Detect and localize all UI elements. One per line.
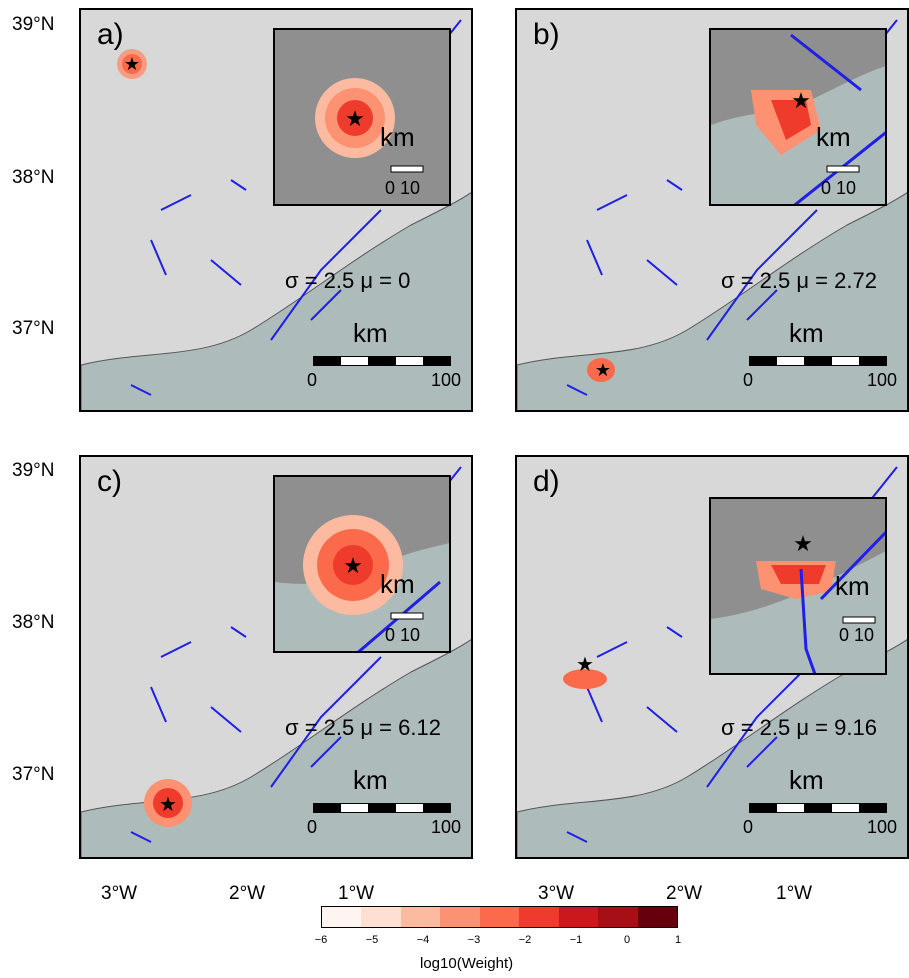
scale-start: 0 (307, 370, 318, 390)
colorbar-swatch (322, 907, 362, 927)
colorbar-swatch (400, 907, 441, 927)
scale-end: 100 (431, 370, 462, 390)
star-icon: ★ (791, 88, 811, 113)
lon-label-1w-left: 1°W (338, 883, 375, 904)
param-text: σ = 2.5 μ = 9.16 (721, 715, 877, 740)
inset-map: ★ km 0 10 (709, 28, 887, 206)
panel-label: c) (97, 465, 122, 498)
scale-unit: km (789, 318, 824, 348)
panel-label: b) (533, 18, 560, 51)
lon-label-3w-right: 3°W (538, 883, 575, 904)
inset-map: ★ km 0 10 (273, 28, 451, 206)
lat-label-37-bottom: 37°N (12, 764, 55, 785)
panel-label: d) (533, 465, 560, 498)
colorbar-tick-label: −2 (518, 934, 532, 946)
scale-bar (313, 803, 451, 813)
lon-label-2w-right: 2°W (666, 883, 703, 904)
star-icon: ★ (345, 106, 365, 131)
star-icon: ★ (159, 794, 177, 816)
inset-scale-unit: km (380, 569, 415, 599)
inset-map: ★ km 0 10 (273, 475, 451, 653)
colorbar-swatch (479, 907, 520, 927)
scale-bar (749, 803, 887, 813)
colorbar-swatch (361, 907, 401, 927)
map-panel-c: ★ c) ★ km 0 10 σ = 2.5 μ = 6.12 km 0 100 (79, 455, 473, 859)
star-icon: ★ (793, 531, 813, 556)
panel-label: a) (97, 18, 124, 51)
star-icon: ★ (343, 553, 363, 578)
scale-start: 0 (743, 817, 754, 837)
star-icon: ★ (576, 654, 594, 676)
scale-end: 100 (867, 817, 898, 837)
lat-label-39-top: 39°N (12, 14, 55, 35)
colorbar-tick-label: −4 (416, 934, 430, 946)
map-panel-a: ★ a) ★ km 0 10 σ = 2.5 μ = 0 km 0 100 (79, 8, 473, 412)
scale-unit: km (353, 318, 388, 348)
colorbar-tick-label: −3 (467, 934, 481, 946)
colorbar-tick-label: −5 (365, 934, 379, 946)
param-text: σ = 2.5 μ = 6.12 (285, 715, 441, 740)
inset-map: ★ km 0 10 (709, 497, 887, 675)
scale-start: 0 (743, 370, 754, 390)
colorbar-tick-label: 0 (623, 934, 631, 946)
inset-scale-unit: km (380, 122, 415, 152)
lat-label-37-top: 37°N (12, 318, 55, 339)
param-text: σ = 2.5 μ = 2.72 (721, 268, 877, 293)
colorbar-swatch (598, 907, 638, 927)
colorbar (321, 906, 678, 928)
lat-label-39-bottom: 39°N (12, 460, 55, 481)
inset-scale-ticks: 0 10 (839, 625, 875, 645)
inset-scale-unit: km (816, 122, 851, 152)
inset-scale-ticks: 0 10 (385, 625, 421, 645)
colorbar-tick-label: −1 (569, 934, 583, 946)
inset-scale-ticks: 0 10 (385, 178, 421, 198)
lat-label-38-top: 38°N (12, 167, 55, 188)
star-icon: ★ (595, 360, 611, 380)
colorbar-tick-label: −6 (314, 934, 328, 946)
lon-label-2w-left: 2°W (229, 883, 266, 904)
colorbar-swatch (637, 907, 677, 927)
scale-end: 100 (867, 370, 898, 390)
scale-unit: km (353, 765, 388, 795)
map-panel-b: ★ b) ★ km 0 10 σ = 2.5 μ = 2.72 km 0 100 (515, 8, 909, 412)
inset-scale-ticks: 0 10 (821, 178, 857, 198)
param-text: σ = 2.5 μ = 0 (285, 268, 411, 293)
colorbar-tick-label: 1 (674, 934, 682, 946)
scale-end: 100 (431, 817, 462, 837)
lat-label-38-bottom: 38°N (12, 612, 55, 633)
star-icon: ★ (124, 54, 140, 74)
scale-unit: km (789, 765, 824, 795)
scale-bar (749, 356, 887, 366)
scale-bar (313, 356, 451, 366)
colorbar-title: log10(Weight) (420, 955, 514, 972)
colorbar-swatch (440, 907, 480, 927)
lon-label-3w-left: 3°W (101, 883, 138, 904)
inset-scale-unit: km (835, 571, 870, 601)
colorbar-swatch (558, 907, 599, 927)
scale-start: 0 (307, 817, 318, 837)
colorbar-swatch (519, 907, 559, 927)
map-panel-d: ★ d) ★ km 0 10 σ = 2.5 μ = 9.16 km 0 100 (515, 455, 909, 859)
lon-label-1w-right: 1°W (776, 883, 813, 904)
